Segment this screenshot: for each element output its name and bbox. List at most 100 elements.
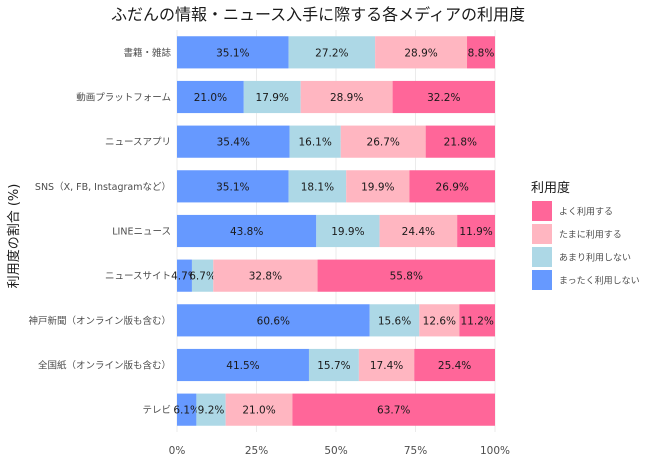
legend-swatch — [532, 247, 552, 267]
segment-label: 43.8% — [230, 226, 263, 238]
bar-segment — [177, 36, 289, 69]
bar-segment — [409, 170, 495, 203]
segment-label: 35.1% — [216, 181, 249, 193]
bar-segment — [225, 393, 293, 426]
bar-segment — [191, 259, 214, 292]
segment-label: 32.8% — [249, 271, 282, 283]
segment-label: 55.8% — [390, 271, 423, 283]
segment-label: 9.2% — [198, 405, 225, 417]
bar-segment — [358, 348, 415, 382]
segment-label: 6.1% — [173, 405, 200, 417]
segment-label: 27.2% — [315, 47, 348, 59]
segment-label: 63.7% — [377, 405, 410, 417]
bar-segment — [467, 36, 495, 69]
bar-segment — [317, 259, 495, 292]
segment-label: 28.9% — [330, 92, 363, 104]
segment-label: 21.0% — [194, 92, 227, 104]
segment-label: 26.7% — [367, 137, 400, 149]
legend-item-label: たまに利用する — [559, 229, 622, 241]
bar-segment — [177, 348, 309, 382]
category-label: 神戸新聞（オンライン版も含む） — [28, 315, 171, 327]
segment-label: 19.9% — [331, 226, 364, 238]
bar-segment — [177, 125, 290, 158]
segment-label: 15.7% — [317, 360, 350, 372]
category-label: ニュースアプリ — [105, 137, 171, 148]
bar-segment — [392, 80, 495, 114]
x-tick-label: 75% — [404, 445, 427, 457]
x-tick-label: 50% — [324, 445, 347, 457]
legend-swatch — [532, 224, 552, 244]
bar-segment — [288, 36, 376, 69]
bar-segment — [177, 80, 244, 114]
segment-label: 28.9% — [404, 47, 437, 59]
x-tick-label: 100% — [480, 445, 510, 457]
legend-item-label: まったく利用しない — [559, 275, 640, 287]
bar-segment — [316, 214, 380, 248]
segment-label: 25.4% — [438, 360, 471, 372]
chart-title: ふだんの情報・ニュース入手に際する各メディアの利用度 — [111, 5, 525, 24]
bars-layer: 35.1% 27.2% 28.9% 8.8% 21.0% 17.9% 28.9% 32.2% 3… — [171, 36, 495, 426]
segment-label: 6.7% — [189, 271, 216, 283]
segment-label: 18.1% — [301, 181, 334, 193]
bar-segment — [288, 170, 347, 203]
segment-label: 26.9% — [436, 181, 469, 193]
legend-swatch — [532, 270, 552, 290]
bar-segment — [300, 80, 393, 114]
bar-segment — [177, 214, 317, 248]
category-label: 全国紙（オンライン版も含む） — [38, 360, 171, 372]
bar-segment — [459, 304, 495, 337]
bar-segment — [243, 80, 301, 114]
category-label: ニュースサイト — [105, 271, 171, 282]
bar-segment — [425, 125, 495, 158]
bar-segment — [414, 348, 495, 382]
segment-label: 19.9% — [361, 181, 394, 193]
segment-label: 41.5% — [226, 360, 259, 372]
bar-segment — [369, 304, 420, 337]
segment-label: 35.4% — [217, 137, 250, 149]
segment-label: 16.1% — [298, 137, 331, 149]
segment-label: 21.0% — [242, 405, 275, 417]
bar-segment — [213, 259, 318, 292]
segment-label: 8.8% — [468, 47, 495, 59]
x-tick-labels: 0% 25% 50% 75% 100% — [169, 445, 510, 457]
legend-swatch — [532, 201, 552, 221]
category-label: 動画プラットフォーム — [76, 93, 171, 104]
bar-segment — [196, 393, 226, 426]
segment-label: 32.2% — [427, 92, 460, 104]
category-label: テレビ — [142, 405, 171, 416]
category-label: LINEニュース — [112, 227, 171, 238]
bar-segment — [375, 36, 468, 69]
bar-segment — [177, 259, 192, 292]
bar-segment — [289, 125, 341, 158]
x-tick-label: 0% — [169, 445, 186, 457]
segment-label: 12.6% — [423, 315, 456, 327]
bar-segment — [346, 170, 410, 203]
bar-segment — [457, 214, 495, 248]
category-label: SNS（X, FB, Instagramなど） — [35, 181, 171, 193]
bar-segment — [340, 125, 426, 158]
segment-label: 17.9% — [256, 92, 289, 104]
segment-label: 4.7% — [171, 271, 198, 283]
x-tick-label: 25% — [245, 445, 268, 457]
segment-label: 24.4% — [402, 226, 435, 238]
legend-item-label: あまり利用しない — [559, 252, 631, 264]
y-axis-label: 利用度の割合 (%) — [6, 184, 22, 289]
bar-segment — [379, 214, 458, 248]
legend-item-label: よく利用する — [559, 206, 613, 218]
segment-label: 60.6% — [257, 315, 290, 327]
bar-segment — [308, 348, 359, 382]
bar-segment — [177, 304, 370, 337]
segment-label: 17.4% — [370, 360, 403, 372]
legend-title: 利用度 — [531, 180, 570, 196]
segment-label: 35.1% — [216, 47, 249, 59]
bar-segment — [177, 393, 197, 426]
bar-segment — [292, 393, 495, 426]
segment-label: 11.9% — [459, 226, 492, 238]
segment-label: 15.6% — [378, 315, 411, 327]
bar-segment — [419, 304, 460, 337]
segment-label: 21.8% — [444, 137, 477, 149]
segment-label: 11.2% — [461, 315, 494, 327]
